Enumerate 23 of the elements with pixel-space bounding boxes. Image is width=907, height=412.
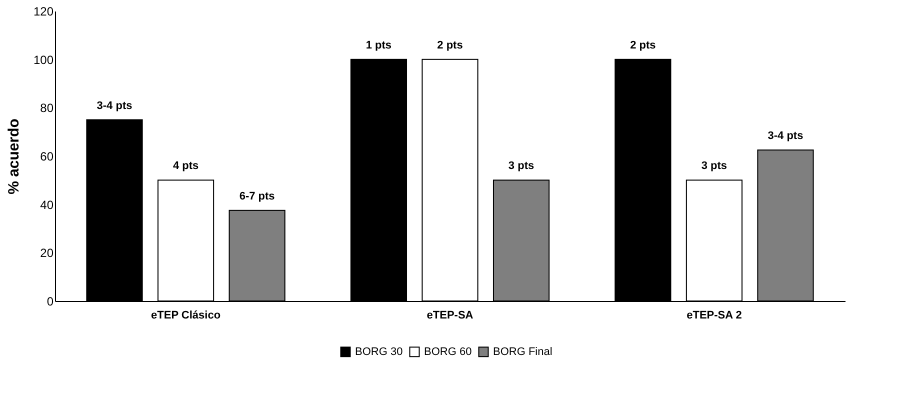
x-tick-label: eTEP Clásico xyxy=(151,310,221,322)
y-axis-title: % acuerdo xyxy=(5,118,22,194)
x-tick-label: eTEP-SA xyxy=(426,310,474,322)
y-tick-label: 120 xyxy=(33,4,54,18)
y-tick-label: 20 xyxy=(40,246,54,260)
annotation: 2 pts xyxy=(630,39,656,52)
annotation: 3-4 pts xyxy=(768,130,804,142)
y-tick-label: 60 xyxy=(40,150,54,164)
annotation: 1 pts xyxy=(366,39,392,52)
y-tick-label: 40 xyxy=(40,198,54,212)
annotation: 6-7 pts xyxy=(239,190,275,202)
annotation: 3 pts xyxy=(701,160,728,172)
y-tick-label: 0 xyxy=(46,294,54,308)
legend-label: BORG 60 xyxy=(424,346,472,358)
annotation: 3-4 pts xyxy=(96,100,132,112)
legend-label: BORG Final xyxy=(493,346,552,358)
y-tick-label: 80 xyxy=(40,101,54,116)
annotation: 3 pts xyxy=(508,160,534,172)
legend-label: BORG 30 xyxy=(355,346,403,358)
y-tick-label: 100 xyxy=(33,52,54,67)
annotation: 2 pts xyxy=(437,39,463,52)
annotation: 4 pts xyxy=(172,160,199,172)
x-tick-label: eTEP-SA 2 xyxy=(686,310,742,322)
